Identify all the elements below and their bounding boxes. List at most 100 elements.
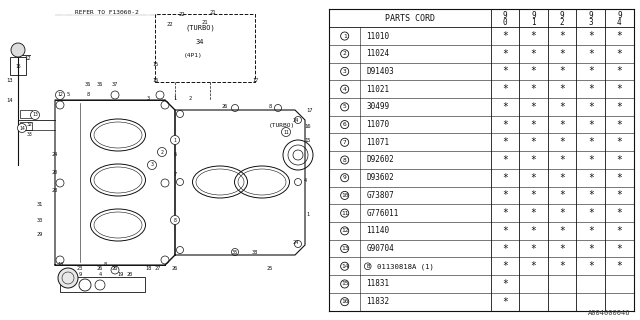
Text: *: *	[616, 208, 622, 218]
Text: 26: 26	[112, 266, 118, 270]
Text: 13: 13	[341, 246, 348, 251]
Text: *: *	[502, 137, 508, 147]
Text: *: *	[531, 102, 536, 112]
Text: 12: 12	[25, 55, 31, 60]
Text: 8: 8	[86, 92, 90, 98]
Text: 11021: 11021	[366, 85, 389, 94]
Text: *: *	[502, 279, 508, 289]
Text: 15: 15	[152, 62, 158, 68]
Text: 11831: 11831	[366, 279, 389, 288]
Text: REFER TO F13060-2: REFER TO F13060-2	[75, 10, 139, 14]
Circle shape	[364, 263, 371, 270]
Text: 26: 26	[97, 266, 103, 270]
Text: 21: 21	[210, 10, 216, 14]
Circle shape	[340, 138, 349, 146]
Circle shape	[340, 156, 349, 164]
Text: PARTS CORD: PARTS CORD	[385, 14, 435, 23]
Text: 23: 23	[77, 266, 83, 270]
Text: 8: 8	[104, 262, 107, 268]
Text: 12: 12	[341, 228, 348, 233]
Text: *: *	[502, 297, 508, 307]
Text: 3: 3	[150, 163, 154, 167]
Text: 11070: 11070	[366, 120, 389, 129]
Text: G90704: G90704	[366, 244, 394, 253]
Text: (TURBO): (TURBO)	[269, 123, 295, 127]
Text: 24: 24	[52, 153, 58, 157]
Text: *: *	[559, 31, 565, 41]
Text: *: *	[502, 226, 508, 236]
Text: 17: 17	[307, 108, 313, 113]
Text: 9: 9	[502, 11, 508, 20]
Text: 12: 12	[57, 92, 63, 98]
Text: *: *	[588, 120, 594, 130]
Text: 22: 22	[167, 22, 173, 28]
Text: *: *	[531, 49, 536, 59]
Text: 2: 2	[188, 95, 191, 100]
Text: *: *	[531, 190, 536, 200]
Text: *: *	[588, 208, 594, 218]
Text: 33: 33	[27, 132, 33, 137]
Circle shape	[340, 209, 349, 217]
Text: D93602: D93602	[366, 173, 394, 182]
Text: 10: 10	[341, 193, 348, 198]
Circle shape	[58, 268, 78, 288]
Text: 01130818A (1): 01130818A (1)	[377, 263, 434, 269]
Text: B: B	[366, 264, 369, 269]
Text: 14: 14	[341, 264, 348, 269]
Circle shape	[282, 127, 291, 137]
Text: *: *	[616, 84, 622, 94]
Text: 20: 20	[52, 170, 58, 174]
Text: 9: 9	[588, 11, 593, 20]
Text: 3: 3	[588, 18, 593, 27]
Text: 6: 6	[343, 122, 346, 127]
Text: D92602: D92602	[366, 156, 394, 164]
Text: 11010: 11010	[366, 32, 389, 41]
Text: 28: 28	[52, 188, 58, 193]
Text: 4: 4	[303, 178, 307, 182]
Text: 37: 37	[112, 83, 118, 87]
Text: *: *	[616, 226, 622, 236]
Text: *: *	[531, 137, 536, 147]
Circle shape	[340, 191, 349, 199]
Circle shape	[170, 215, 179, 225]
Text: *: *	[588, 49, 594, 59]
Text: *: *	[559, 102, 565, 112]
Text: *: *	[588, 226, 594, 236]
Text: *: *	[559, 137, 565, 147]
Text: G776011: G776011	[366, 209, 399, 218]
Circle shape	[11, 43, 25, 57]
Text: *: *	[588, 31, 594, 41]
Text: 8: 8	[268, 103, 271, 108]
Text: *: *	[502, 261, 508, 271]
Text: *: *	[531, 84, 536, 94]
Text: (4P1): (4P1)	[184, 52, 202, 58]
Text: *: *	[502, 244, 508, 253]
Text: 2: 2	[560, 18, 564, 27]
Text: *: *	[559, 67, 565, 76]
Text: 35: 35	[232, 250, 238, 254]
Text: 11: 11	[283, 130, 289, 134]
Circle shape	[340, 298, 349, 306]
Circle shape	[170, 135, 179, 145]
Text: 11: 11	[341, 211, 348, 216]
Text: 6: 6	[173, 153, 177, 157]
Text: 3: 3	[343, 69, 346, 74]
Text: *: *	[588, 67, 594, 76]
Text: 31: 31	[37, 203, 43, 207]
Text: 30499: 30499	[366, 102, 389, 111]
Text: *: *	[559, 155, 565, 165]
Text: 9: 9	[560, 11, 564, 20]
Text: *: *	[559, 173, 565, 183]
Text: *: *	[616, 49, 622, 59]
Text: 20: 20	[127, 273, 133, 277]
Text: *: *	[502, 190, 508, 200]
Text: D91403: D91403	[366, 67, 394, 76]
Text: 21: 21	[202, 20, 208, 25]
Text: 15: 15	[341, 282, 348, 286]
Text: 14: 14	[7, 98, 13, 102]
Text: (TURBO): (TURBO)	[185, 25, 215, 31]
Text: *: *	[559, 244, 565, 253]
Text: 34: 34	[196, 39, 204, 45]
Text: *: *	[502, 208, 508, 218]
Text: 36: 36	[97, 83, 103, 87]
